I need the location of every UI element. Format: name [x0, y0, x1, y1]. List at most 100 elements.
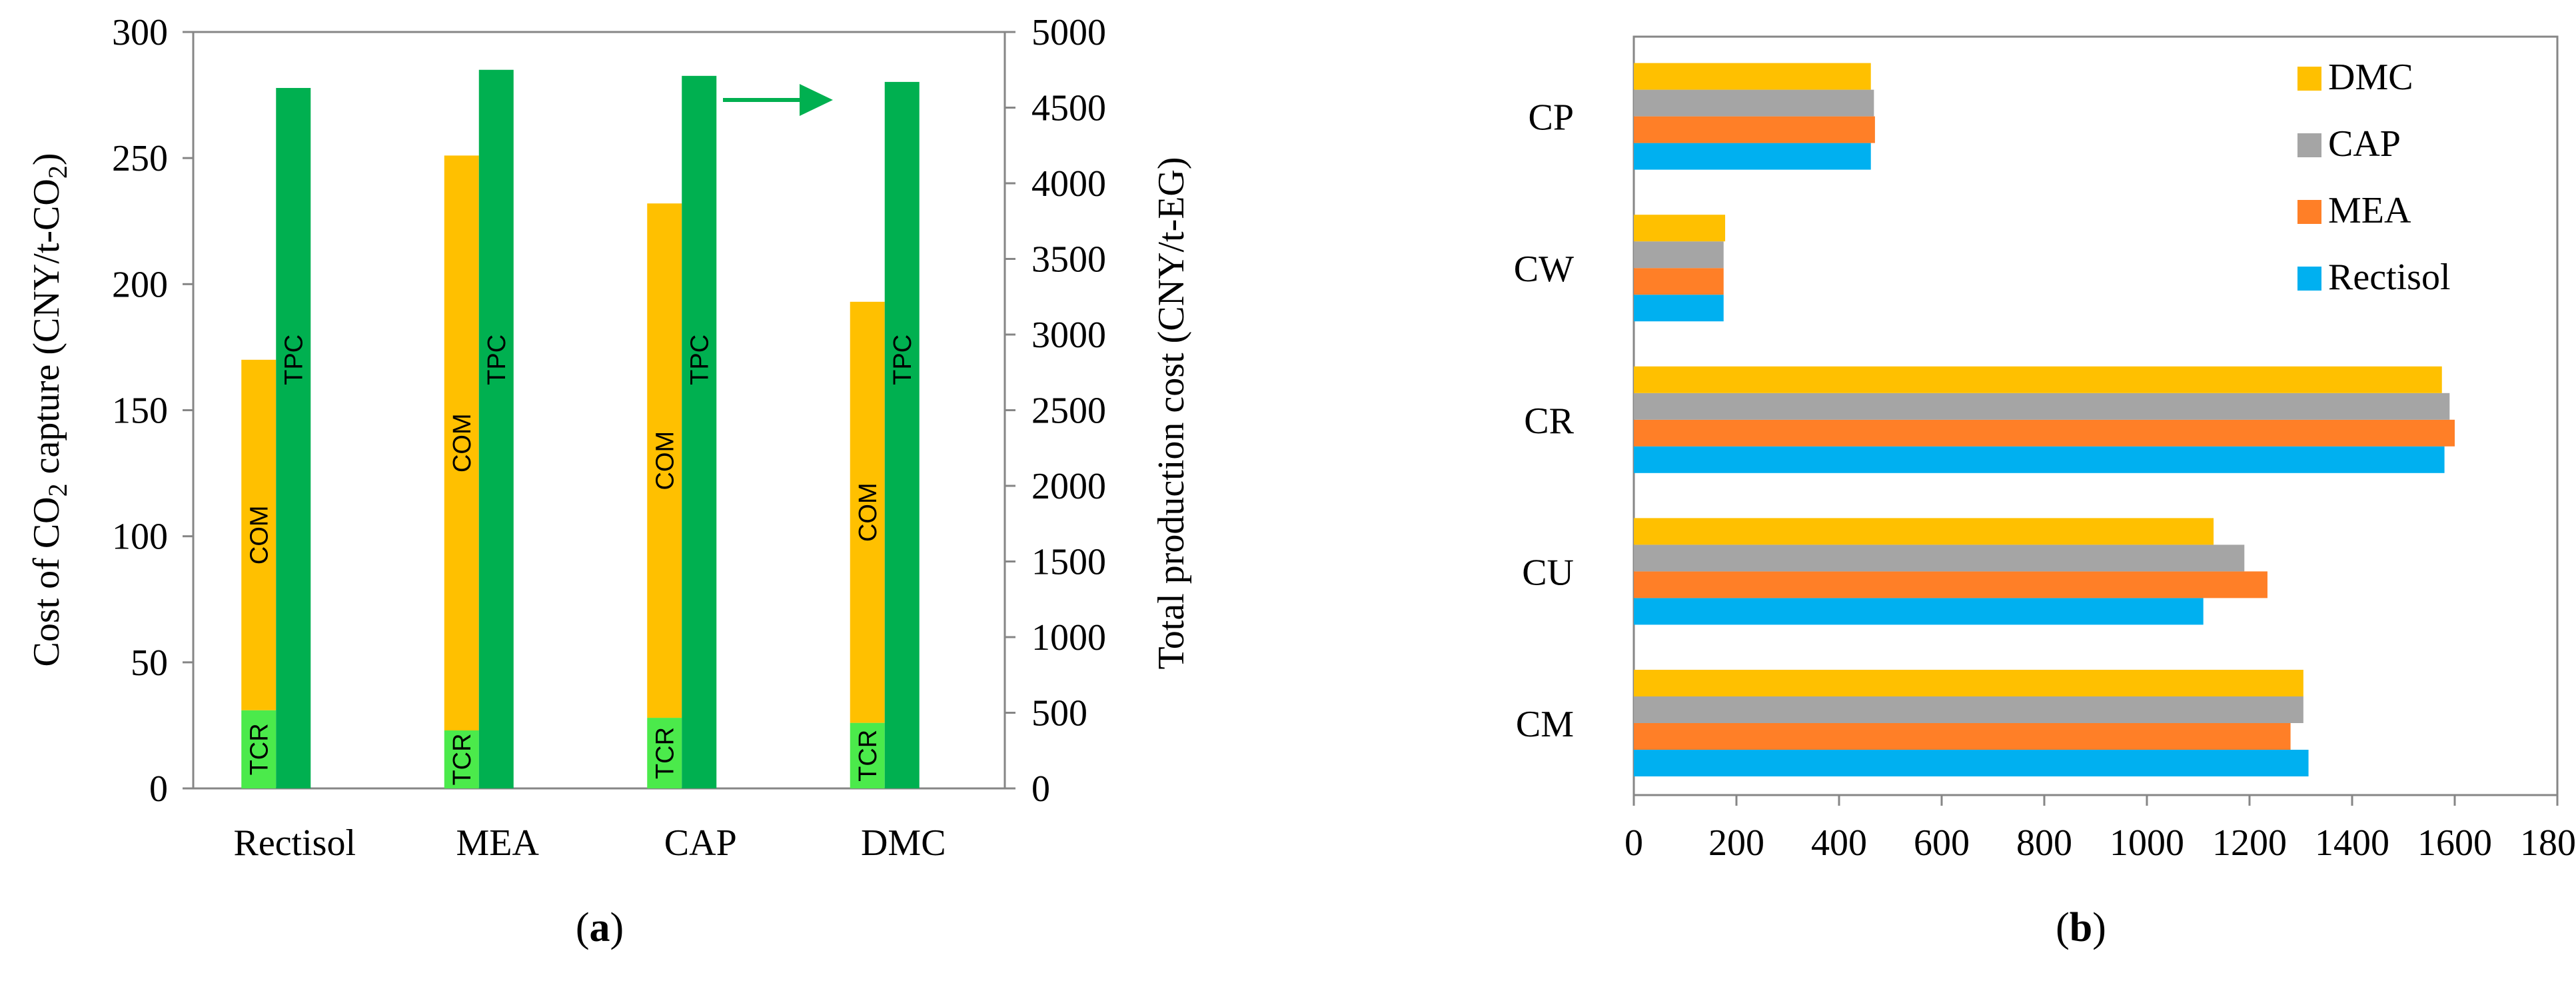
bar-mea — [1634, 116, 1875, 143]
panel-label-b: (b) — [2056, 905, 2106, 950]
x-tick-label: 400 — [1811, 822, 1867, 864]
bar-tpc — [276, 87, 311, 789]
y-tick-label: 250 — [112, 138, 168, 179]
chart-a-category-labels: Rectisol MEA CAP DMC — [233, 822, 946, 864]
category-label: CR — [1524, 401, 1574, 442]
y-tick-label: 150 — [112, 391, 168, 432]
bar-rectisol — [1634, 446, 2445, 473]
chart-b: 0 200 400 600 800 1000 1200 1400 1600 1800 CM CU CR… — [1514, 35, 2576, 950]
category-label: Rectisol — [233, 822, 356, 864]
y-tick-label: 0 — [149, 768, 168, 810]
x-tick-label: 1800 — [2520, 822, 2576, 864]
x-tick-label: 1200 — [2212, 822, 2287, 864]
y2-tick-label: 4000 — [1031, 163, 1106, 205]
y-label-part1: Cost of CO — [26, 496, 67, 666]
chart-a-y2-axis-label: Total production cost (CNY/t-EG) — [1151, 157, 1192, 669]
panel-label-a: (a) — [576, 905, 624, 950]
bar-mea — [1634, 419, 2455, 447]
chart-b-category-labels: CM CU CR CW CP — [1514, 97, 1575, 745]
bar-tpc — [478, 69, 514, 788]
chart-b-x-axis: 0 200 400 600 800 1000 1200 1400 1600 1800 — [1624, 795, 2576, 864]
y2-tick-label: 5000 — [1031, 12, 1106, 53]
chart-a: 0 50 100 150 200 250 300 0 500 1000 1500 2000 2500 3… — [26, 12, 1192, 950]
legend-label-rectisol: Rectisol — [2328, 257, 2451, 298]
bar-cap — [1634, 544, 2245, 572]
bar-rectisol — [1634, 750, 2309, 776]
x-tick-label: 1000 — [2110, 822, 2184, 864]
y-label-part2: capture (CNY/t-CO — [26, 179, 67, 483]
x-tick-label: 800 — [2016, 822, 2072, 864]
bar-label-tcr: TCR — [854, 730, 882, 782]
bar-cap — [1634, 393, 2450, 420]
bar-tcr — [647, 718, 682, 788]
chart-a-y-axis-label: Cost of CO2 capture (CNY/t-CO2) — [26, 153, 73, 666]
bar-rectisol — [1634, 295, 1724, 322]
legend-swatch-dmc — [2297, 67, 2321, 91]
bar-dmc — [1634, 366, 2442, 393]
chart-b-legend: DMC CAP MEA Rectisol — [2297, 57, 2451, 298]
bar-cap — [1634, 696, 2303, 723]
y-label-sub2: 2 — [43, 165, 73, 179]
category-label: MEA — [456, 822, 540, 864]
y2-tick-label: 2500 — [1031, 391, 1106, 432]
y2-tick-label: 3000 — [1031, 315, 1106, 356]
bar-label-tpc: TPC — [280, 335, 308, 385]
bar-tcr — [444, 730, 479, 788]
bar-mea — [1634, 268, 1724, 295]
x-tick-label: 600 — [1914, 822, 1970, 864]
bar-label-tcr: TCR — [245, 723, 273, 775]
y-label-sub1: 2 — [43, 483, 73, 496]
x-tick-label: 200 — [1708, 822, 1764, 864]
bar-cap — [1634, 241, 1724, 269]
legend-swatch-mea — [2297, 200, 2321, 224]
bar-tpc — [682, 75, 717, 789]
legend-label-mea: MEA — [2328, 190, 2411, 231]
x-tick-label: 1600 — [2417, 822, 2492, 864]
y2-tick-label: 1500 — [1031, 542, 1106, 583]
category-label: CP — [1529, 97, 1575, 139]
x-tick-label: 1400 — [2315, 822, 2389, 864]
bar-com — [850, 301, 885, 723]
bar-label-com: COM — [448, 413, 476, 473]
y2-tick-label: 0 — [1031, 768, 1050, 810]
bar-dmc — [1634, 63, 1871, 90]
chart-b-bars — [1634, 63, 2455, 776]
y2-tick-label: 1000 — [1031, 617, 1106, 658]
category-label: DMC — [861, 822, 946, 864]
bar-rectisol — [1634, 598, 2204, 625]
y2-tick-label: 3500 — [1031, 239, 1106, 281]
y-tick-label: 300 — [112, 12, 168, 53]
y-label-part3: ) — [26, 153, 67, 165]
y-tick-label: 50 — [131, 642, 168, 684]
panel-label-a-letter: a — [590, 905, 610, 950]
bar-label-com: COM — [245, 505, 273, 564]
y2-tick-label: 2000 — [1031, 466, 1106, 507]
bar-com — [241, 359, 277, 710]
bar-label-tcr: TCR — [448, 733, 476, 785]
bar-cap — [1634, 89, 1874, 117]
bar-dmc — [1634, 518, 2214, 545]
chart-a-right-axis: 0 500 1000 1500 2000 2500 3000 3500 4000 4500 5000 — [1005, 12, 1106, 810]
x-tick-label: 0 — [1624, 822, 1643, 864]
category-label: CW — [1514, 249, 1574, 290]
bar-dmc — [1634, 215, 1726, 242]
legend-label-dmc: DMC — [2328, 57, 2413, 98]
category-label: CAP — [664, 822, 737, 864]
y-tick-label: 100 — [112, 516, 168, 558]
bar-tpc — [884, 81, 920, 788]
y2-tick-label: 4500 — [1031, 88, 1106, 129]
bar-label-tpc: TPC — [483, 335, 511, 385]
bar-tcr — [241, 710, 277, 788]
bar-mea — [1634, 723, 2291, 750]
category-label: CM — [1516, 704, 1574, 745]
bar-tcr — [850, 722, 885, 788]
bar-com — [444, 155, 479, 730]
bar-label-com: COM — [854, 483, 882, 542]
y-tick-label: 200 — [112, 264, 168, 305]
category-label: CU — [1522, 552, 1574, 593]
legend-swatch-cap — [2297, 133, 2321, 157]
bar-label-com: COM — [651, 431, 679, 491]
bar-mea — [1634, 571, 2267, 598]
